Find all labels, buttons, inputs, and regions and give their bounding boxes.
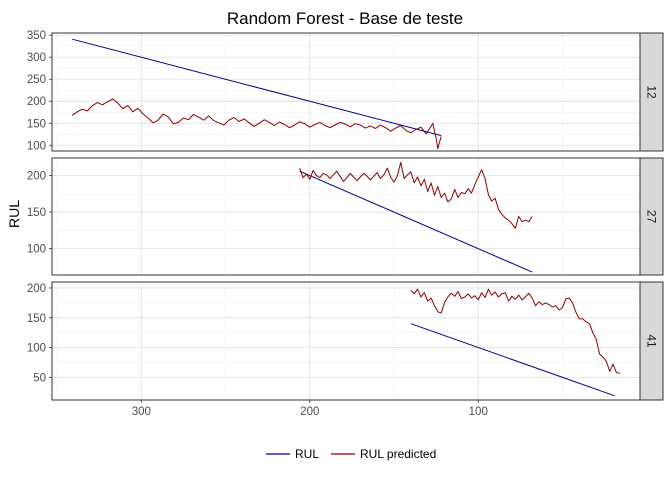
y-tick-label: 50 [33, 372, 46, 384]
x-tick-label: 300 [132, 406, 151, 418]
y-tick-label: 350 [27, 30, 46, 42]
y-tick-label: 150 [27, 313, 46, 325]
y-tick-label: 100 [27, 140, 46, 152]
legend-item: RUL predicted [331, 447, 436, 461]
facet-panels: 100 150 200 250 300 350 12 100 150 200 27 50 100 150 2… [27, 30, 664, 401]
facet-panel-12: 100 150 200 250 300 350 12 [27, 30, 664, 152]
panel-background [52, 158, 640, 275]
facet-strip-label: 41 [645, 334, 659, 348]
y-tick-label: 100 [27, 343, 46, 355]
facet-panel-27: 100 150 200 27 [27, 157, 664, 276]
x-tick-label: 100 [469, 406, 488, 418]
rul-predicted-line [71, 98, 442, 150]
y-tick-label: 150 [27, 207, 46, 219]
legend-label: RUL predicted [360, 447, 436, 461]
rul-line [299, 170, 533, 273]
legend-label: RUL [295, 447, 319, 461]
facet-strip [639, 281, 664, 401]
y-tick-label: 200 [27, 96, 46, 108]
y-tick-label: 200 [27, 283, 46, 295]
facet-strip [639, 32, 664, 152]
facet-strip-label: 12 [645, 85, 659, 99]
panel-background [52, 282, 640, 400]
rul-line [72, 38, 442, 137]
facet-strip-label: 27 [645, 210, 659, 224]
legend: RUL RUL predicted [266, 447, 436, 461]
y-axis-title: RUL [6, 200, 22, 228]
y-tick-label: 200 [27, 171, 46, 183]
legend-item: RUL [266, 447, 319, 461]
y-tick-label: 150 [27, 118, 46, 130]
y-tick-label: 100 [27, 244, 46, 256]
rul-predicted-line [299, 161, 533, 229]
facet-strip [639, 157, 664, 276]
rul-line [410, 323, 615, 397]
y-tick-label: 300 [27, 52, 46, 64]
chart-title: Random Forest - Base de teste [227, 9, 463, 28]
panel-background [52, 33, 640, 151]
facet-panel-41: 50 100 150 200 41 [27, 281, 664, 401]
x-tick-label: 200 [300, 406, 319, 418]
x-axis: 300 200 100 [132, 400, 488, 418]
rul-predicted-line [410, 288, 620, 374]
y-tick-label: 250 [27, 74, 46, 86]
